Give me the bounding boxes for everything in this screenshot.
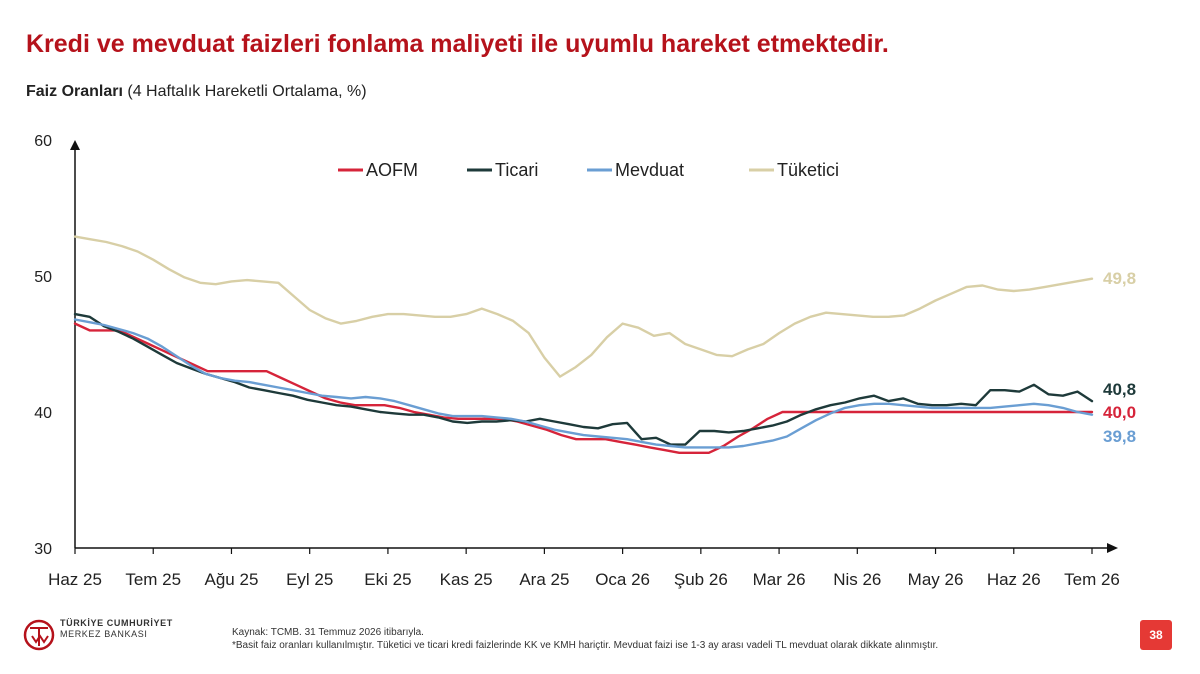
x-tick-label: Mar 26 bbox=[753, 570, 806, 589]
x-tick-label: Tem 25 bbox=[125, 570, 181, 589]
subtitle-rest: (4 Haftalık Hareketli Ortalama, %) bbox=[122, 83, 367, 100]
y-tick-label: 50 bbox=[34, 269, 52, 286]
page-number: 38 bbox=[1140, 620, 1172, 650]
legend-label-mevduat: Mevduat bbox=[615, 160, 684, 180]
y-axis-arrow-icon bbox=[70, 140, 80, 150]
series-line-aofm bbox=[73, 322, 1094, 454]
x-tick-label: Ağu 25 bbox=[205, 570, 259, 589]
x-tick-label: Şub 26 bbox=[674, 570, 728, 589]
legend-label-tüketici: Tüketici bbox=[777, 160, 839, 180]
bank-name: TÜRKİYE CUMHURİYET MERKEZ BANKASI bbox=[60, 618, 173, 640]
x-tick-label: May 26 bbox=[908, 570, 964, 589]
x-tick-label: Haz 25 bbox=[48, 570, 102, 589]
subtitle-bold: Faiz Oranları bbox=[26, 83, 123, 100]
bank-name-line1: TÜRKİYE CUMHURİYET bbox=[60, 618, 173, 628]
y-tick-label: 60 bbox=[34, 133, 52, 150]
tcmb-emblem-icon bbox=[23, 619, 55, 651]
footnote-text: *Basit faiz oranları kullanılmıştır. Tük… bbox=[232, 640, 939, 651]
x-tick-label: Tem 26 bbox=[1064, 570, 1120, 589]
x-axis-arrow-icon bbox=[1107, 543, 1118, 553]
series-line-ticari bbox=[73, 312, 1094, 446]
x-tick-label: Oca 26 bbox=[595, 570, 650, 589]
page-title: Kredi ve mevduat faizleri fonlama maliye… bbox=[26, 30, 889, 58]
x-tick-label: Eyl 25 bbox=[286, 570, 333, 589]
bank-name-line2: MERKEZ BANKASI bbox=[60, 629, 148, 639]
x-tick-label: Eki 25 bbox=[364, 570, 411, 589]
series-line-tüketici bbox=[73, 235, 1094, 378]
end-label-tüketici: 49,8 bbox=[1103, 269, 1136, 288]
end-label-mevduat: 39,8 bbox=[1103, 427, 1136, 446]
x-tick-label: Nis 26 bbox=[833, 570, 881, 589]
chart-subtitle: Faiz Oranları (4 Haftalık Hareketli Orta… bbox=[26, 83, 367, 101]
legend-label-ticari: Ticari bbox=[495, 160, 538, 180]
y-tick-label: 40 bbox=[34, 405, 52, 422]
x-tick-label: Kas 25 bbox=[440, 570, 493, 589]
y-tick-label: 30 bbox=[34, 541, 52, 558]
end-label-ticari: 40,8 bbox=[1103, 380, 1136, 399]
source-note: Kaynak: TCMB. 31 Temmuz 2026 itibarıyla.… bbox=[232, 626, 1112, 652]
x-tick-label: Haz 26 bbox=[987, 570, 1041, 589]
source-text: Kaynak: TCMB. 31 Temmuz 2026 itibarıyla. bbox=[232, 627, 424, 638]
x-tick-label: Ara 25 bbox=[519, 570, 569, 589]
bank-logo: TÜRKİYE CUMHURİYET MERKEZ BANKASI bbox=[22, 618, 182, 658]
end-label-aofm: 40,0 bbox=[1103, 403, 1136, 422]
legend-label-aofm: AOFM bbox=[366, 160, 418, 180]
series-line-mevduat bbox=[73, 318, 1094, 449]
